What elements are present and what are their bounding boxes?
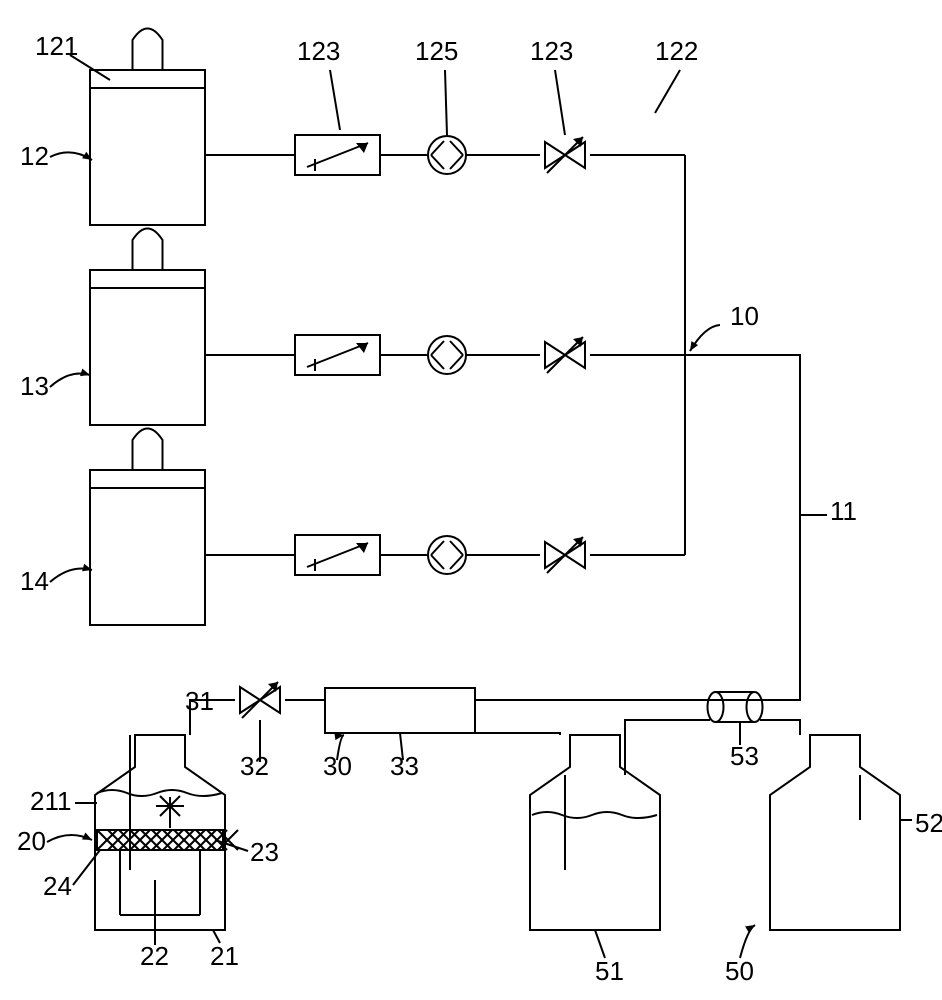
engineering-diagram: 121 12 123 125 123 122 13 10 14 11 31 32 30 33 211 20 24… [0,0,942,1000]
lbl-31: 31 [185,686,215,716]
lbl-21: 21 [210,930,239,971]
lbl-14: 14 [20,564,92,596]
svg-text:32: 32 [240,751,269,781]
svg-text:211: 211 [30,786,71,816]
p-reactor-out [475,733,560,735]
lbl-122: 122 [655,36,698,113]
lbl-13: 13 [20,369,90,401]
svg-text:50: 50 [725,956,754,986]
reactor-20 [95,735,238,930]
v-12 [545,137,585,173]
svg-text:22: 22 [140,941,169,971]
lbl-51: 51 [595,930,624,986]
lbl-24: 24 [43,850,100,901]
svg-text:33: 33 [390,751,419,781]
cyl-14 [90,429,205,626]
lbl-10: 10 [690,301,759,351]
svg-text:12: 12 [20,141,49,171]
lbl-22: 22 [140,880,169,971]
v-14 [545,537,585,573]
svg-text:23: 23 [250,837,279,867]
lbl-11: 11 [800,496,857,526]
fc-12 [295,135,380,175]
lbl-53: 53 [730,722,759,771]
svg-text:53: 53 [730,741,759,771]
lbl-12: 12 [20,141,92,171]
svg-text:123: 123 [297,36,340,66]
p-manifold-right [475,355,800,700]
lbl-125: 125 [415,36,458,135]
cyl-12 [90,29,205,226]
v-13 [545,337,585,373]
svg-text:21: 21 [210,941,239,971]
lbl-52: 52 [900,808,942,838]
lbl-50: 50 [725,925,755,986]
svg-text:122: 122 [655,36,698,66]
absorber-51 [530,735,660,930]
lbl-121: 121 [35,31,110,80]
fc-14 [295,535,380,575]
lbl-20: 20 [17,826,92,856]
v-32 [240,682,280,718]
p-absorber-out [625,720,710,775]
svg-text:10: 10 [730,301,759,331]
svg-text:11: 11 [830,496,857,526]
m-12 [428,136,466,174]
lbl-123b: 123 [530,36,573,135]
svg-text:14: 14 [20,566,49,596]
p-pump-dryer [760,720,800,735]
svg-text:52: 52 [915,808,942,838]
lbl-123a: 123 [297,36,340,130]
cyl-13 [90,229,205,426]
lbl-33: 33 [390,733,419,781]
m-13 [428,336,466,374]
svg-text:125: 125 [415,36,458,66]
m-14 [428,536,466,574]
svg-text:51: 51 [595,956,624,986]
svg-text:20: 20 [17,826,46,856]
dryer-52 [770,735,900,930]
heater-33 [324,688,475,733]
lbl-32: 32 [240,720,269,781]
fc-13 [295,335,380,375]
lbl-30: 30 [323,732,352,781]
svg-text:13: 13 [20,371,49,401]
pump-53 [708,692,763,722]
svg-text:123: 123 [530,36,573,66]
lbl-211: 211 [30,786,97,816]
svg-text:24: 24 [43,871,72,901]
